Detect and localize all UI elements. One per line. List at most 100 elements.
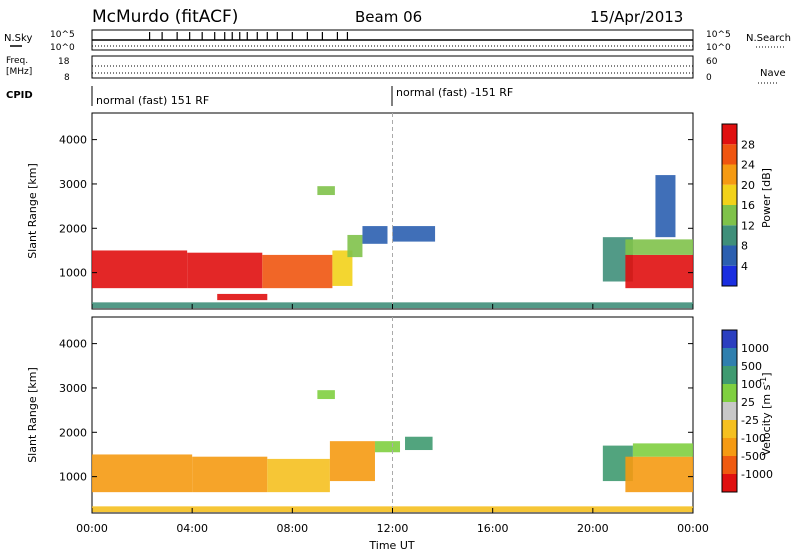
velocity-colorbar-frame xyxy=(721,329,738,493)
velocity-colorbar-segment xyxy=(722,456,737,474)
power-ytick-label: 1000 xyxy=(59,267,87,280)
nsearch-label: N.Search xyxy=(746,33,791,44)
power-colorbar-tick: 4 xyxy=(741,260,748,273)
nsky-label: N.Sky xyxy=(4,33,32,44)
velocity-cell xyxy=(632,443,693,457)
nsky-tick-top: 10^5 xyxy=(50,30,75,40)
nsearch-tick-bottom: 10^0 xyxy=(706,43,731,53)
velocity-colorbar-tick: 1000 xyxy=(741,342,769,355)
velocity-colorbar-segment xyxy=(722,420,737,438)
nsky-trace xyxy=(92,32,693,41)
cpid-segment-2: normal (fast) -151 RF xyxy=(396,86,513,99)
velocity-colorbar: 1000 500 100 25 -25 -100 -500 -1000 xyxy=(721,329,773,493)
nave-tick-top: 60 xyxy=(706,57,718,67)
beam-title: Beam 06 xyxy=(355,8,422,26)
power-colorbar-segment xyxy=(722,245,737,266)
velocity-colorbar-tick: 25 xyxy=(741,396,755,409)
nave-tick-bottom: 0 xyxy=(706,73,712,83)
velocity-colorbar-segment xyxy=(722,402,737,420)
power-cell xyxy=(625,254,693,289)
date-title: 15/Apr/2013 xyxy=(590,8,683,26)
time-tick-label: 04:00 xyxy=(176,522,208,535)
velocity-colorbar-segment xyxy=(722,438,737,456)
velocity-colorbar-tick: 500 xyxy=(741,360,762,373)
velocity-cell xyxy=(405,436,433,451)
nave-label: Nave xyxy=(760,68,786,79)
velocity-heatmap-panel: 1000 2000 3000 4000 Slant Range [km] 1000 50… xyxy=(26,316,773,514)
velocity-cell xyxy=(329,441,375,482)
power-cell xyxy=(625,239,693,255)
velocity-cell xyxy=(92,454,193,493)
power-colorbar-segment xyxy=(722,265,737,286)
power-colorbar-frame xyxy=(721,123,738,287)
cpid-panel: CPID normal (fast) 151 RF normal (fast) … xyxy=(6,86,513,107)
velocity-cell xyxy=(317,390,335,400)
power-colorbar-tick: 8 xyxy=(741,240,748,253)
velocity-colorbar-segment xyxy=(722,366,737,384)
nsky-tick-bottom: 10^0 xyxy=(50,43,75,53)
freq-frame xyxy=(91,55,694,79)
velocity-colorbar-tick: -1000 xyxy=(741,468,773,481)
velocity-colorbar-tick: -100 xyxy=(741,432,766,445)
power-colorbar-segment xyxy=(722,205,737,226)
time-tick-label: 08:00 xyxy=(276,522,308,535)
velocity-yticks: 1000 2000 3000 4000 xyxy=(59,338,693,484)
power-cells xyxy=(92,113,693,309)
time-axis: 00:00 04:00 08:00 12:00 16:00 20:00 00:00 xyxy=(76,304,709,535)
power-cell xyxy=(262,254,333,289)
time-tick-label: 12:00 xyxy=(377,522,409,535)
power-cell xyxy=(362,226,388,244)
velocity-colorbar-tick: 100 xyxy=(741,378,762,391)
power-cell xyxy=(92,250,188,289)
power-yticks: 1000 2000 3000 4000 xyxy=(59,134,693,280)
freq-label-line1: Freq. xyxy=(6,56,28,66)
velocity-ytick-label: 1000 xyxy=(59,471,87,484)
power-colorbar-tick: 16 xyxy=(741,199,755,212)
velocity-colorbar-segment xyxy=(722,330,737,348)
power-colorbar-tick: 12 xyxy=(741,219,755,232)
power-cell xyxy=(392,226,436,242)
power-ytick-label: 3000 xyxy=(59,178,87,191)
power-colorbar-segment xyxy=(722,225,737,246)
velocity-colorbar-segment xyxy=(722,348,737,366)
power-colorbar-segment xyxy=(722,164,737,185)
power-cell xyxy=(317,186,335,196)
velocity-cell xyxy=(192,456,268,493)
power-ytick-label: 4000 xyxy=(59,134,87,147)
velocity-colorbar-segment xyxy=(722,384,737,402)
power-colorbar-tick: 20 xyxy=(741,179,755,192)
power-cell xyxy=(655,175,676,238)
nsky-panel: 10^5 10^0 10^5 10^0 N.Sky N.Search xyxy=(4,29,791,53)
power-colorbar-tick: 28 xyxy=(741,138,755,151)
time-tick-label: 00:00 xyxy=(76,522,108,535)
velocity-ytick-label: 2000 xyxy=(59,426,87,439)
freq-label-line2: [MHz] xyxy=(6,67,32,77)
power-colorbar: 4 8 12 16 20 24 28 xyxy=(721,123,755,287)
power-colorbar-segment xyxy=(722,144,737,165)
power-heatmap-panel: 1000 2000 3000 4000 Slant Range [km] 4 8 12 16… xyxy=(26,112,773,310)
freq-panel: 18 8 60 0 Freq. [MHz] Nave xyxy=(6,55,786,84)
power-ytick-label: 2000 xyxy=(59,222,87,235)
power-ylabel: Slant Range [km] xyxy=(26,163,39,259)
time-tick-label: 00:00 xyxy=(677,522,709,535)
time-axis-label: Time UT xyxy=(368,539,414,552)
velocity-cell xyxy=(374,441,401,453)
velocity-colorbar-label: Velocity [m s-1] xyxy=(759,372,773,455)
velocity-colorbar-segment xyxy=(722,474,737,492)
cpid-segment-1: normal (fast) 151 RF xyxy=(96,94,209,107)
power-colorbar-segment xyxy=(722,124,737,145)
time-tick-label: 16:00 xyxy=(477,522,509,535)
power-cell xyxy=(347,234,363,258)
power-cell xyxy=(187,252,263,289)
power-colorbar-tick: 24 xyxy=(741,159,755,172)
velocity-cells xyxy=(92,317,693,513)
velocity-ytick-label: 4000 xyxy=(59,338,87,351)
time-tick-label: 20:00 xyxy=(577,522,609,535)
velocity-ytick-label: 3000 xyxy=(59,382,87,395)
power-colorbar-segment xyxy=(722,184,737,205)
velocity-colorbar-tick: -500 xyxy=(741,450,766,463)
freq-tick-top: 18 xyxy=(58,57,70,67)
velocity-ylabel: Slant Range [km] xyxy=(26,367,39,463)
station-title: McMurdo (fitACF) xyxy=(92,7,238,27)
